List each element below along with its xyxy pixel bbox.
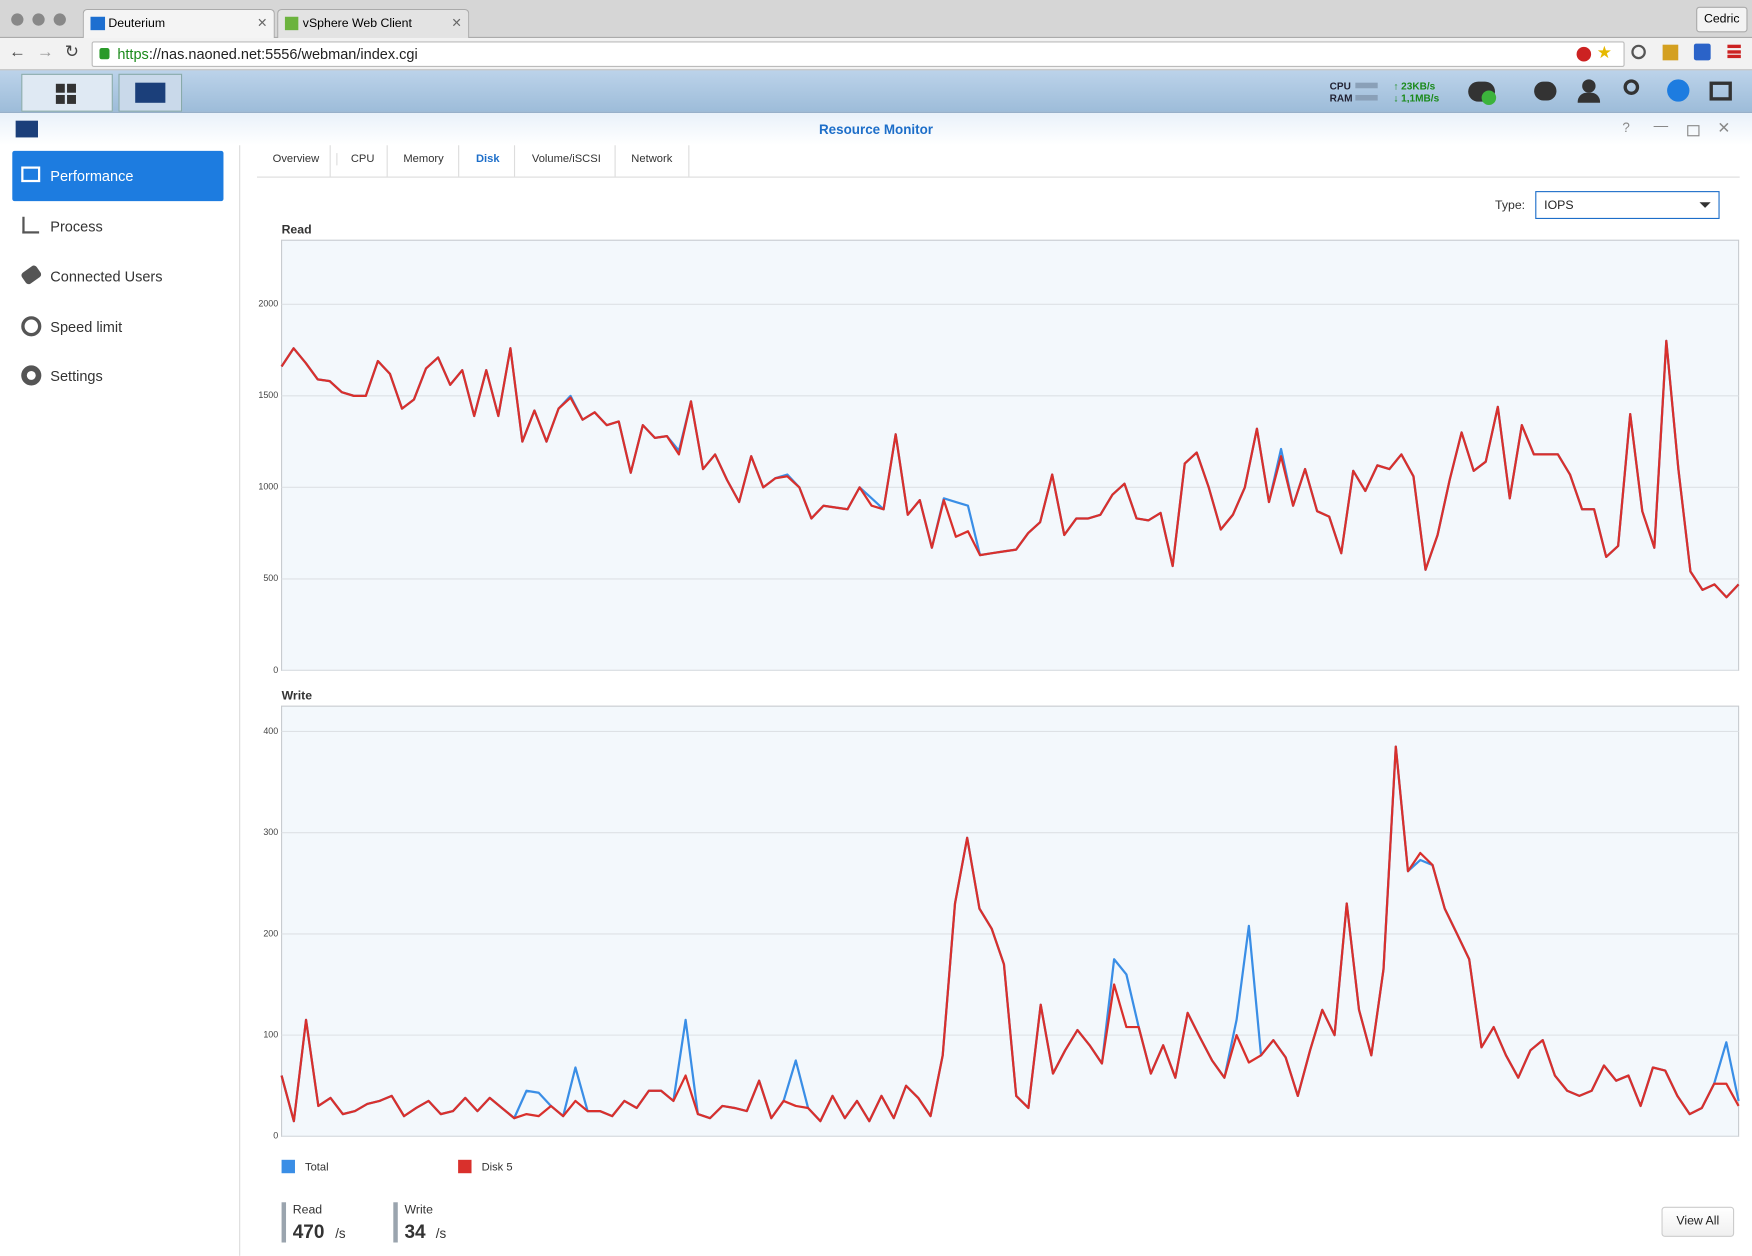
y-tick-label: 500 xyxy=(263,573,278,583)
type-value: IOPS xyxy=(1544,198,1574,213)
nav-item[interactable]: Process xyxy=(12,201,223,251)
nav-label: Settings xyxy=(50,367,103,385)
upload-value: 23KB/s xyxy=(1401,80,1436,92)
y-tick-label: 400 xyxy=(263,726,278,736)
tab-title: vSphere Web Client xyxy=(302,16,412,31)
series-line xyxy=(280,745,1740,1123)
button-label: View All xyxy=(1676,1214,1720,1228)
y-tick-label: 300 xyxy=(263,827,278,837)
legend-label: Total xyxy=(305,1162,329,1174)
toolbar: ← → ↻ https://nas.naoned.net:5556/webman… xyxy=(0,37,1752,71)
summary-unit: /s xyxy=(435,1225,447,1242)
tab-strip: Deuterium ✕ vSphere Web Client ✕ Cedric xyxy=(0,0,1752,38)
download-rate: ↓ 1,1MB/s xyxy=(1393,92,1440,104)
summary-unit: /s xyxy=(335,1225,346,1242)
summary-label: Write xyxy=(404,1203,433,1217)
tab[interactable]: Overview xyxy=(273,153,338,166)
user-name: Cedric xyxy=(1703,12,1740,26)
cpu-label: CPU xyxy=(1329,80,1351,92)
upload-rate: ↑ 23KB/s xyxy=(1393,80,1436,92)
url-bar[interactable]: https://nas.naoned.net:5556/webman/index… xyxy=(91,41,1625,68)
plot-area xyxy=(281,239,1740,671)
tab-bar: Overview CPU Memory Disk Volume/iSCSI Ne… xyxy=(256,145,1740,178)
resource-monitor-button[interactable] xyxy=(118,73,183,112)
nav-item[interactable]: Speed limit xyxy=(12,302,223,352)
window-title: Resource Monitor xyxy=(819,121,933,138)
tab[interactable]: Memory xyxy=(403,153,444,166)
dsm-taskbar: CPU RAM ↑ 23KB/s ↓ 1,1MB/s xyxy=(0,70,1752,113)
tab-active[interactable]: Disk xyxy=(475,153,500,166)
y-tick-label: 2000 xyxy=(258,299,278,309)
y-tick-label: 1500 xyxy=(258,390,278,400)
summary-label: Read xyxy=(292,1203,323,1217)
tab[interactable]: Network xyxy=(631,153,673,166)
nav-label: Performance xyxy=(50,167,134,185)
tab-title: Deuterium xyxy=(108,16,166,31)
y-tick-label: 0 xyxy=(273,1131,278,1141)
chart-title: Read xyxy=(282,222,312,236)
download-value: 1,1MB/s xyxy=(1401,92,1440,104)
nav-item-selected[interactable]: Performance xyxy=(12,150,224,202)
y-tick-label: 0 xyxy=(273,665,278,675)
y-tick-label: 200 xyxy=(263,928,278,938)
nav-label: Process xyxy=(50,217,103,235)
ram-label: RAM xyxy=(1329,92,1353,104)
nav-label: Connected Users xyxy=(50,268,163,285)
sidebar: Performance Process Connected Users Spee… xyxy=(0,145,241,1256)
tab[interactable]: Volume/iSCSI xyxy=(531,153,601,166)
url-scheme: https xyxy=(117,45,149,63)
legend-label: Disk 5 xyxy=(482,1162,513,1174)
type-label: Type: xyxy=(1495,198,1526,213)
summary-value: 470 xyxy=(292,1221,325,1243)
url-rest: ://nas.naoned.net:5556/webman/index.cgi xyxy=(148,45,418,63)
nav-item[interactable]: Connected Users xyxy=(12,251,223,301)
type-select[interactable]: IOPS xyxy=(1535,191,1720,220)
legend-swatch xyxy=(458,1159,472,1174)
view-all-button[interactable]: View All xyxy=(1661,1206,1735,1237)
y-tick-label: 1000 xyxy=(258,482,278,492)
profile-button[interactable]: Cedric xyxy=(1696,6,1748,33)
nav-label: Speed limit xyxy=(50,318,123,336)
window-header: Resource Monitor ? — ✕ xyxy=(0,112,1752,146)
browser-tab[interactable]: Deuterium ✕ xyxy=(82,8,275,38)
browser-tab[interactable]: vSphere Web Client ✕ xyxy=(277,8,470,38)
plot-area xyxy=(281,705,1740,1137)
nav-item[interactable]: Settings xyxy=(12,352,223,402)
main-menu-button[interactable] xyxy=(21,73,113,112)
y-tick-label: 100 xyxy=(263,1029,278,1039)
summary-value: 34 xyxy=(404,1221,426,1243)
legend-swatch xyxy=(281,1159,295,1174)
tab[interactable]: CPU xyxy=(350,153,375,166)
series-line: Disk 5 xyxy=(280,339,1740,599)
chart-title: Write xyxy=(282,688,313,702)
